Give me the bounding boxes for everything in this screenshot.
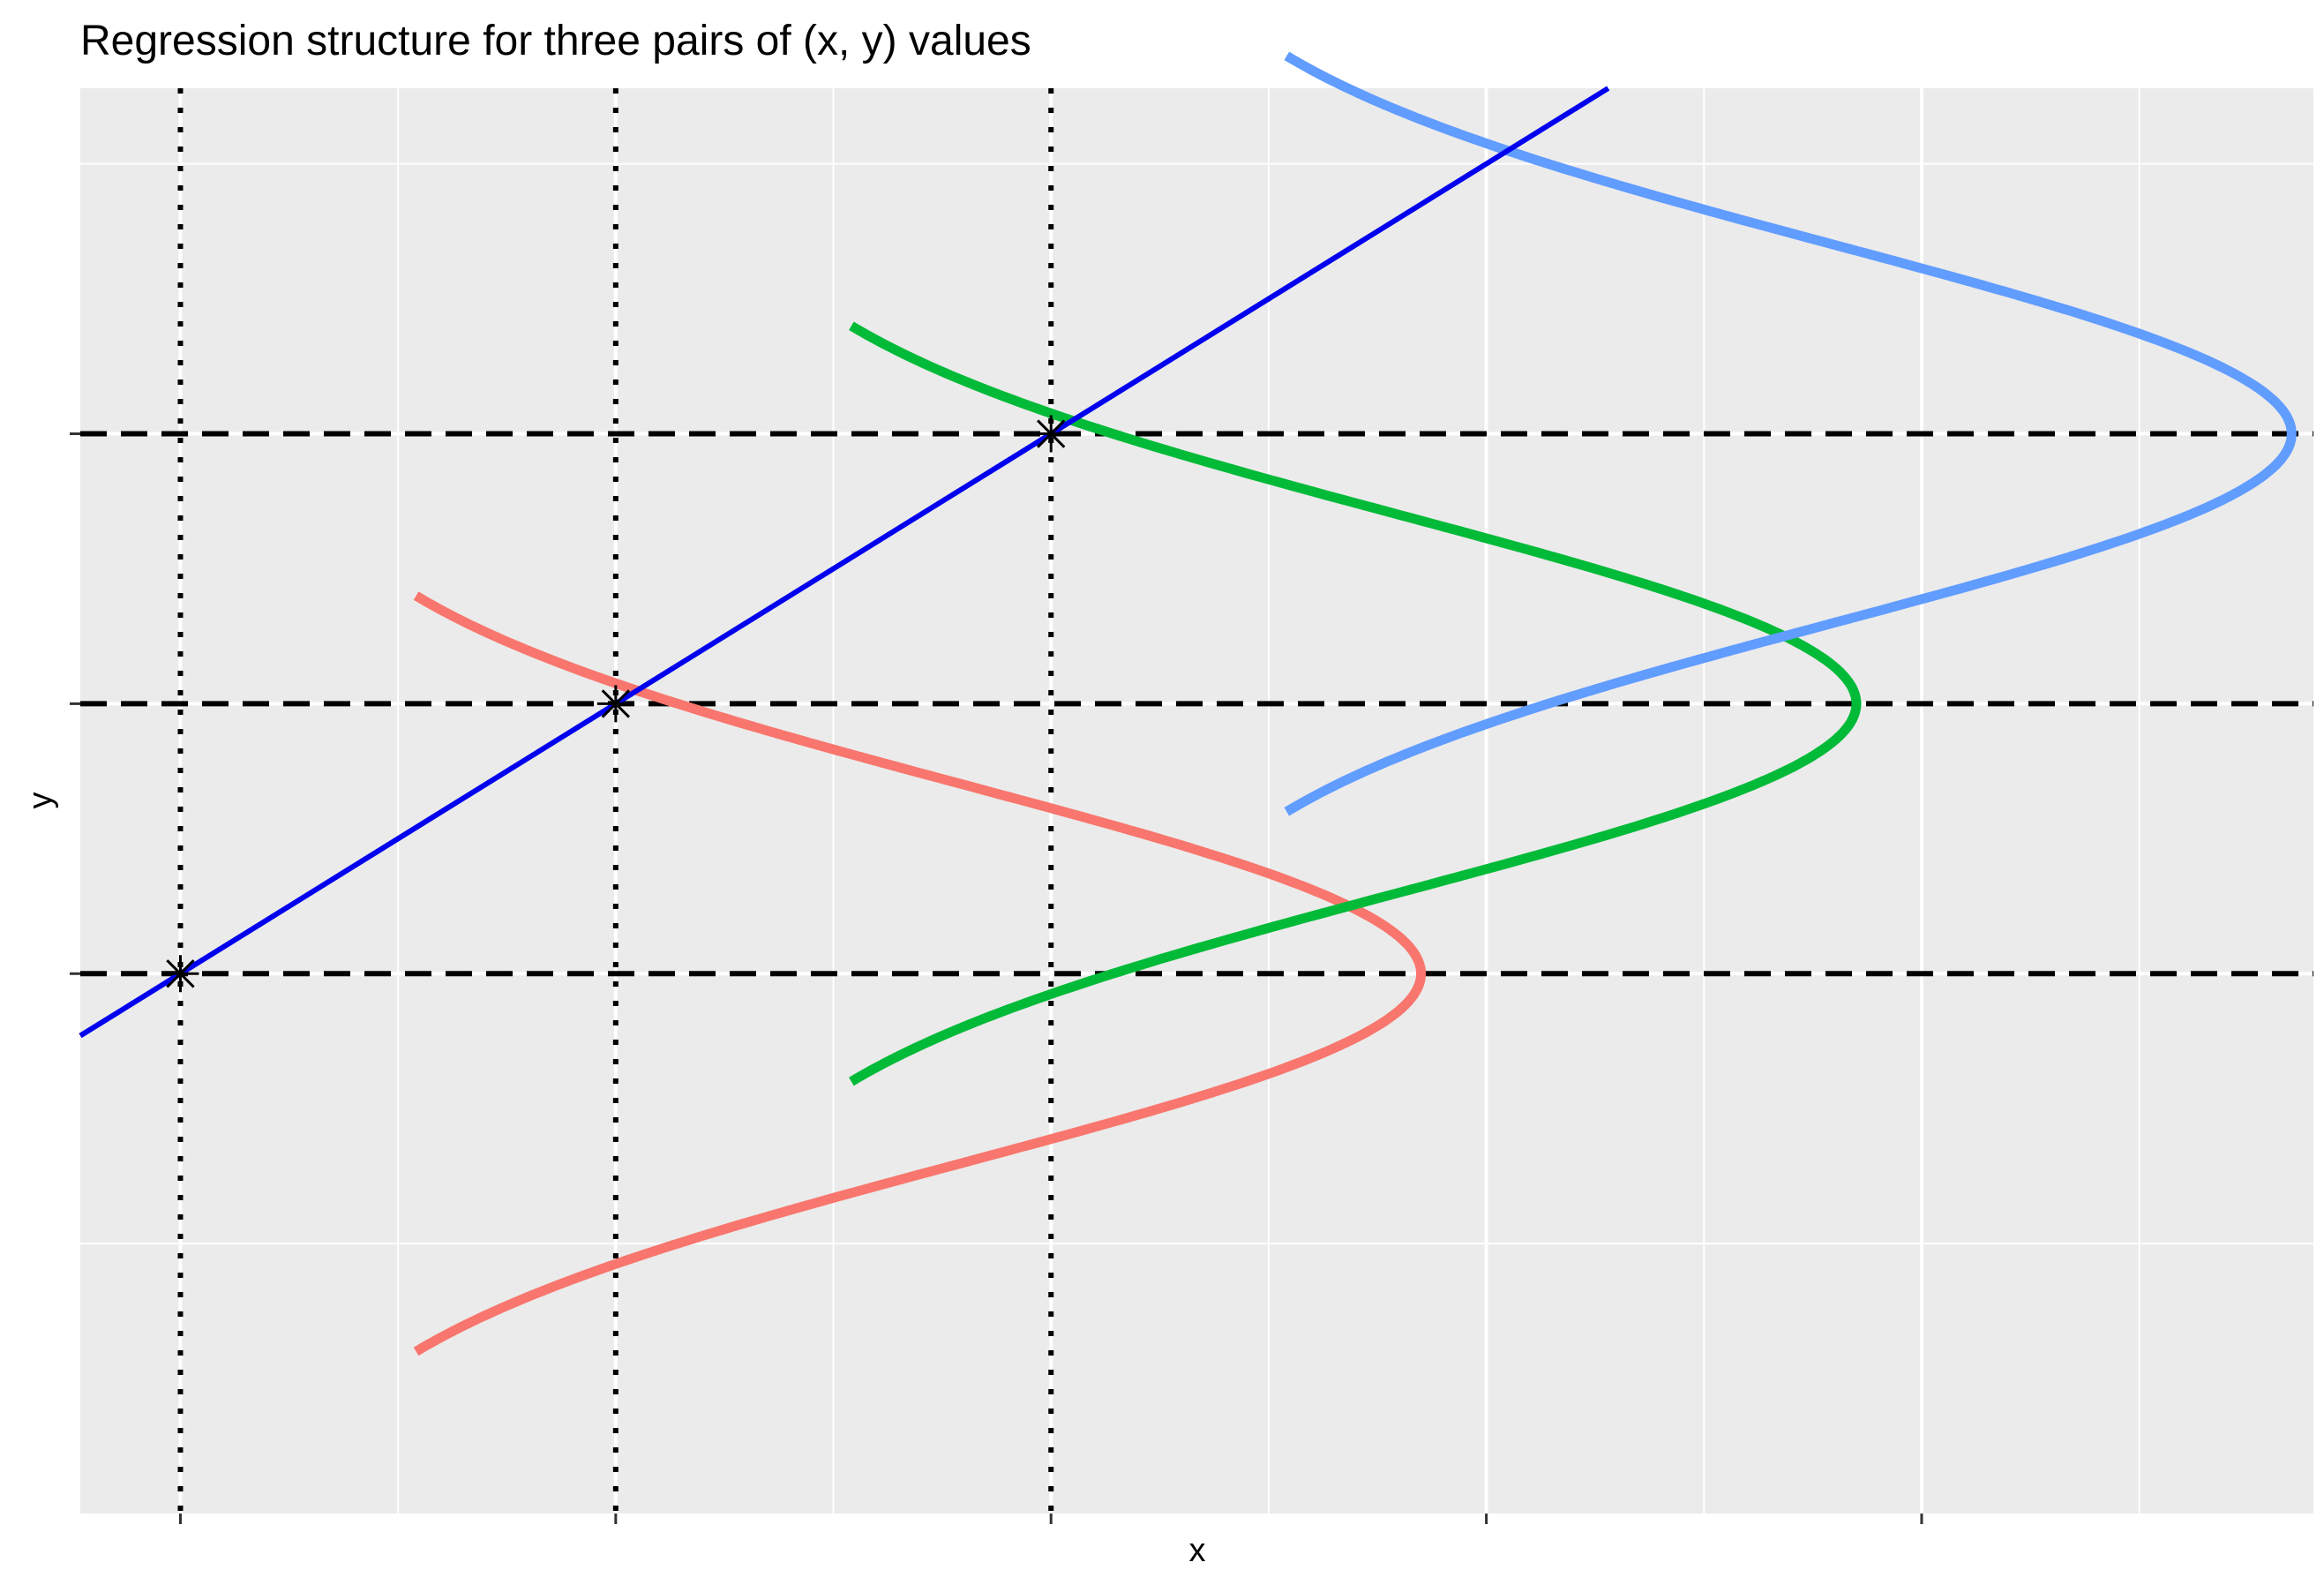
axis-ticks bbox=[70, 432, 1923, 1524]
observation-point-0 bbox=[161, 955, 199, 993]
minor-grid bbox=[80, 88, 2313, 1514]
chart-title: Regression structure for three pairs of … bbox=[80, 18, 1031, 64]
x-axis-label: x bbox=[1189, 1532, 1206, 1569]
density-curves bbox=[413, 51, 2297, 1356]
density-curve-2 bbox=[1284, 51, 2297, 816]
density-curve-0 bbox=[413, 591, 1427, 1356]
reference-lines bbox=[80, 88, 2313, 1514]
regression-line bbox=[79, 86, 1610, 1039]
density-curve-1 bbox=[849, 321, 1862, 1086]
regression-line-group bbox=[79, 86, 1610, 1039]
plot-panel bbox=[80, 88, 2313, 1514]
observation-points bbox=[161, 415, 1070, 993]
y-axis-label: y bbox=[22, 792, 59, 809]
observation-point-2 bbox=[1032, 415, 1070, 453]
observation-point-1 bbox=[596, 685, 634, 723]
